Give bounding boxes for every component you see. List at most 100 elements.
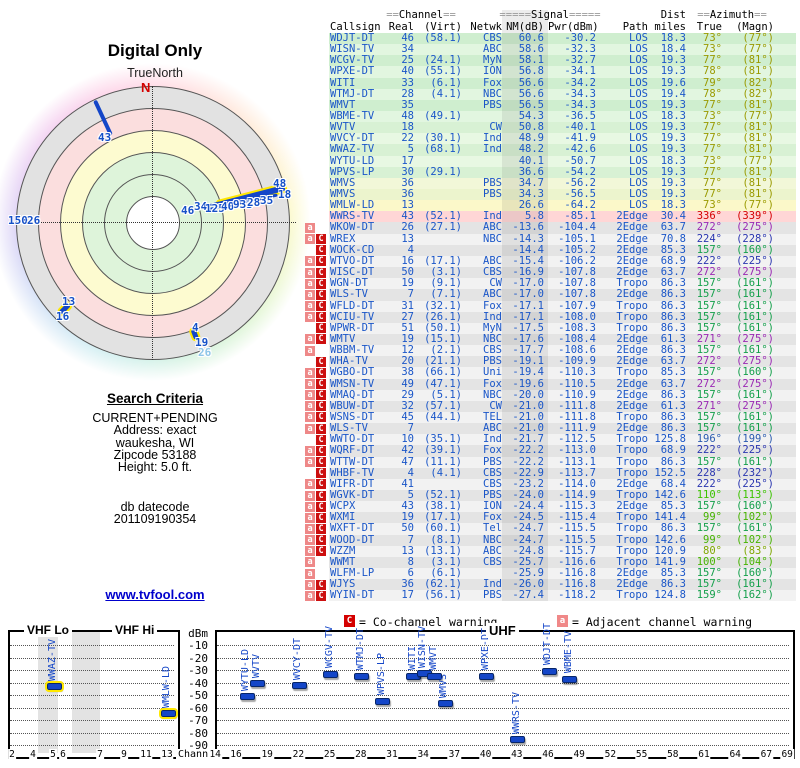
- adjacent-channel-warning-icon: a: [305, 278, 315, 289]
- cell-noise-margin: 56.6: [518, 87, 544, 100]
- nm-column-shading: [502, 311, 548, 323]
- cell-network: PBS: [483, 589, 502, 602]
- azimuth-header-group: ==Azimuth==: [697, 9, 767, 21]
- gridline: [10, 695, 174, 696]
- cell-noise-margin: 26.6: [518, 199, 544, 212]
- channel-tick-label: 16: [229, 749, 243, 760]
- column-header-magn: (Magn): [736, 20, 774, 33]
- cell-magnetic-azimuth: (161°): [736, 522, 774, 535]
- cell-true-azimuth: 228°: [696, 466, 722, 479]
- channel-tick-label: 37: [447, 749, 462, 760]
- co-channel-warning-icon: C: [316, 412, 326, 423]
- co-channel-warning-icon: C: [344, 615, 355, 627]
- cell-noise-margin: -17.7: [512, 344, 544, 357]
- row-background: [329, 367, 796, 379]
- cell-true-azimuth: 157°: [696, 344, 722, 357]
- row-background: [329, 133, 796, 145]
- co-channel-warning-icon: C: [316, 457, 326, 468]
- cell-noise-margin: -16.9: [512, 266, 544, 279]
- true-north-label: TrueNorth: [127, 66, 183, 80]
- cell-callsign: WTMJ-DT: [330, 87, 375, 100]
- cell-callsign: WCGV-TV: [330, 54, 375, 67]
- cell-path: 2Edge: [616, 210, 648, 223]
- cell-virtual-channel: (2.1): [430, 344, 462, 357]
- column-header-virt: (Virt): [424, 20, 462, 33]
- table-row: a C WIFR-DT 41 CBS -23.2 -114.0 2Edge 68.4 222° (2…: [300, 478, 796, 491]
- cell-true-azimuth: 77°: [703, 165, 722, 178]
- cell-network: Ind: [483, 132, 502, 145]
- cell-path: Tropo: [616, 533, 648, 546]
- table-row: WMLW-LD 13 26.6 -64.2 LOS 18.3 73° (77°): [300, 199, 796, 212]
- cell-callsign: WGVK-DT: [330, 489, 375, 502]
- nm-column-shading: [502, 267, 548, 279]
- row-background: [329, 322, 796, 334]
- station-marker: [375, 697, 391, 705]
- nm-column-shading: [502, 445, 548, 457]
- cell-real-channel: 31: [401, 299, 414, 312]
- row-background: [329, 66, 796, 78]
- cell-true-azimuth: 77°: [703, 54, 722, 67]
- cell-magnetic-azimuth: (102°): [736, 533, 774, 546]
- cell-miles: 141.4: [654, 511, 686, 524]
- radar-channel-label: 34: [194, 200, 208, 213]
- adjacent-channel-warning-icon: a: [305, 289, 315, 300]
- cell-power: -42.6: [564, 143, 596, 156]
- station-label: WMVT: [427, 646, 439, 671]
- cell-virtual-channel: (27.1): [424, 221, 462, 234]
- nm-column-shading: [502, 99, 548, 112]
- nm-column-shading: [502, 434, 548, 446]
- row-background: [329, 568, 796, 580]
- cell-path: Tropo: [616, 321, 648, 334]
- co-channel-warning-icon: C: [316, 445, 326, 456]
- table-row: a C WFLD-DT 31 (32.1) Fox -17.1 -107.9 Tropo 86.3…: [300, 299, 796, 312]
- cell-power: -107.8: [558, 266, 596, 279]
- table-row: WYTU-LD 17 40.1 -50.7 LOS 18.3 73° (77°): [300, 154, 796, 167]
- cell-virtual-channel: (55.1): [424, 65, 462, 78]
- cell-true-azimuth: 73°: [703, 199, 722, 212]
- cell-power: -116.8: [558, 578, 596, 591]
- cell-path: Tropo: [616, 310, 648, 323]
- cell-callsign: WOOD-DT: [330, 533, 375, 546]
- channel-tick-label: 2: [8, 749, 16, 760]
- channel-tick-label: 49: [572, 749, 586, 760]
- cell-network: ION: [483, 65, 502, 78]
- table-row: a C WMSN-TV 49 (47.1) Fox -19.6 -110.5 2Edge 63.7…: [300, 378, 796, 390]
- cell-network: PBS: [483, 176, 502, 189]
- cell-path: LOS: [629, 43, 648, 56]
- cell-virtual-channel: (4.1): [430, 87, 462, 100]
- adjacent-channel-warning-icon: a: [305, 535, 315, 546]
- cell-callsign: WCIU-TV: [330, 310, 375, 323]
- nm-column-shading: [502, 322, 548, 334]
- cell-path: Tropo: [616, 544, 648, 557]
- cell-path: LOS: [629, 154, 648, 167]
- cell-magnetic-azimuth: (161°): [736, 277, 774, 290]
- cell-noise-margin: -25.7: [512, 555, 544, 568]
- cell-path: 2Edge: [616, 578, 648, 591]
- cell-true-azimuth: 77°: [703, 188, 722, 201]
- cell-callsign: WMVT: [330, 98, 356, 111]
- row-background: [329, 55, 796, 67]
- cell-true-azimuth: 73°: [703, 32, 722, 44]
- row-background: [329, 378, 796, 390]
- cell-magnetic-azimuth: (199°): [736, 433, 774, 446]
- cell-virtual-channel: (3.1): [430, 555, 462, 568]
- row-background: [329, 233, 796, 245]
- cell-noise-margin: 58.1: [518, 54, 544, 67]
- cell-power: -104.4: [558, 221, 596, 234]
- table-row: WBME-TV 48 (49.1) 54.3 -36.5 LOS 18.3 73° (77°): [300, 111, 796, 123]
- adjacent-channel-warning-icon: a: [305, 423, 315, 434]
- cell-real-channel: 36: [401, 578, 414, 591]
- adjacent-channel-warning-icon: a: [305, 345, 315, 356]
- cell-noise-margin: 56.5: [518, 98, 544, 111]
- cell-real-channel: 13: [401, 544, 414, 557]
- row-background: [329, 111, 796, 123]
- column-header-miles: miles: [654, 20, 686, 33]
- table-row: a C WTVO-DT 16 (17.1) ABC -15.4 -106.2 2Edge 68.9…: [300, 255, 796, 268]
- cell-miles: 141.9: [654, 555, 686, 568]
- nm-column-shading: [502, 556, 548, 569]
- gridline: [217, 732, 789, 734]
- cell-noise-margin: -21.0: [512, 410, 544, 423]
- nm-column-shading: [502, 122, 548, 134]
- station-marker: [291, 682, 307, 690]
- tvfool-link[interactable]: www.tvfool.com: [105, 587, 205, 602]
